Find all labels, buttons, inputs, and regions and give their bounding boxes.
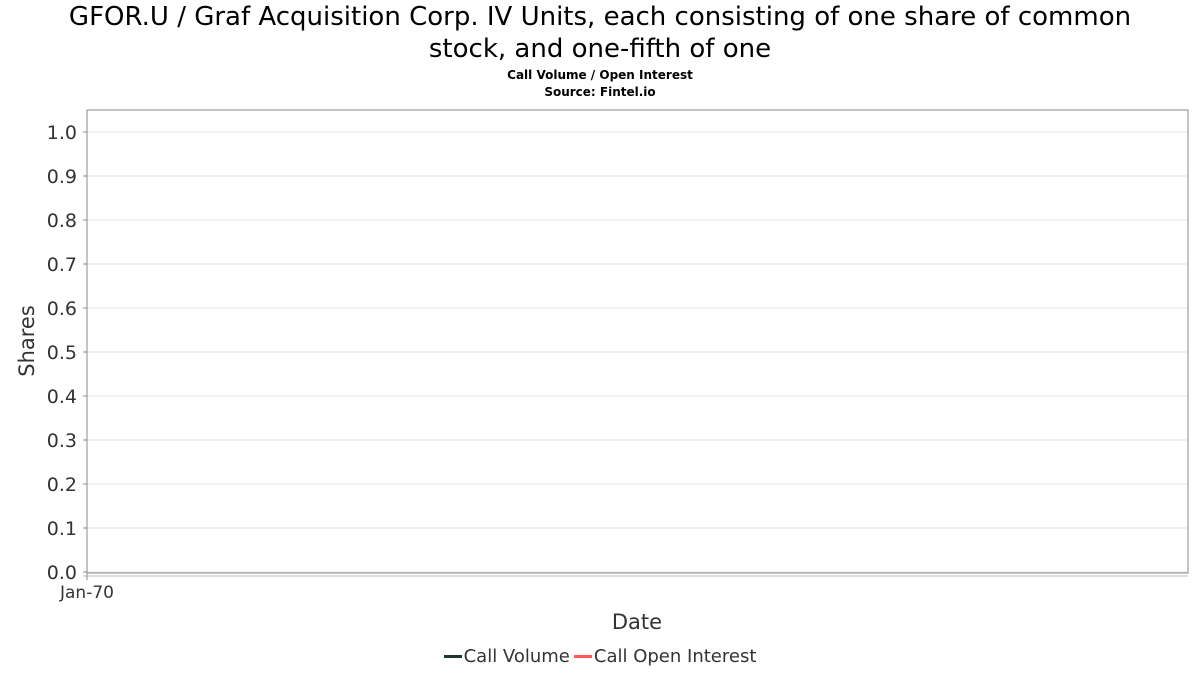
x-ticks: Jan-70 [59,576,114,603]
ytick-label-2: 0.2 [47,474,77,496]
ytick-label-9: 0.9 [47,166,77,188]
plot-frame [86,109,1189,574]
legend-label-call-volume: Call Volume [463,646,570,667]
ytick-label-4: 0.4 [47,386,77,408]
ytick-label-3: 0.3 [47,430,77,452]
gridlines [87,131,1188,573]
chart-area: 0.0 0.1 0.2 0.3 0.4 0.5 0.6 0.7 0.8 0.9 1.0 Jan-70… [15,109,1189,634]
legend: Call Volume Call Open Interest [0,646,1200,667]
legend-label-call-open-interest: Call Open Interest [593,646,757,667]
legend-swatch-call-open-interest [573,655,592,658]
chart-title-line-2: stock, and one-fifth of one [428,34,772,64]
ytick-label-0: 0.0 [47,562,77,584]
x-axis-label: Date [612,610,662,634]
ytick-label-1: 0.1 [47,518,77,540]
chart-title-line-1: GFOR.U / Graf Acquisition Corp. IV Units… [68,2,1132,32]
ytick-label-8: 0.8 [47,210,77,232]
ytick-label-7: 0.7 [47,254,77,276]
legend-swatch-call-volume [443,655,462,658]
chart-subtitle: Call Volume / Open Interest [507,68,693,82]
ytick-label-6: 0.6 [47,298,77,320]
y-ticks: 0.0 0.1 0.2 0.3 0.4 0.5 0.6 0.7 0.8 0.9 1.0 [47,122,87,584]
ytick-label-5: 0.5 [47,342,77,364]
legend-item-call-volume[interactable]: Call Volume [443,646,570,667]
xtick-label-0: Jan-70 [59,583,114,603]
ytick-label-10: 1.0 [47,122,77,144]
chart-source: Source: Fintel.io [544,85,656,99]
y-axis-label: Shares [15,305,39,377]
legend-item-call-open-interest[interactable]: Call Open Interest [573,646,757,667]
